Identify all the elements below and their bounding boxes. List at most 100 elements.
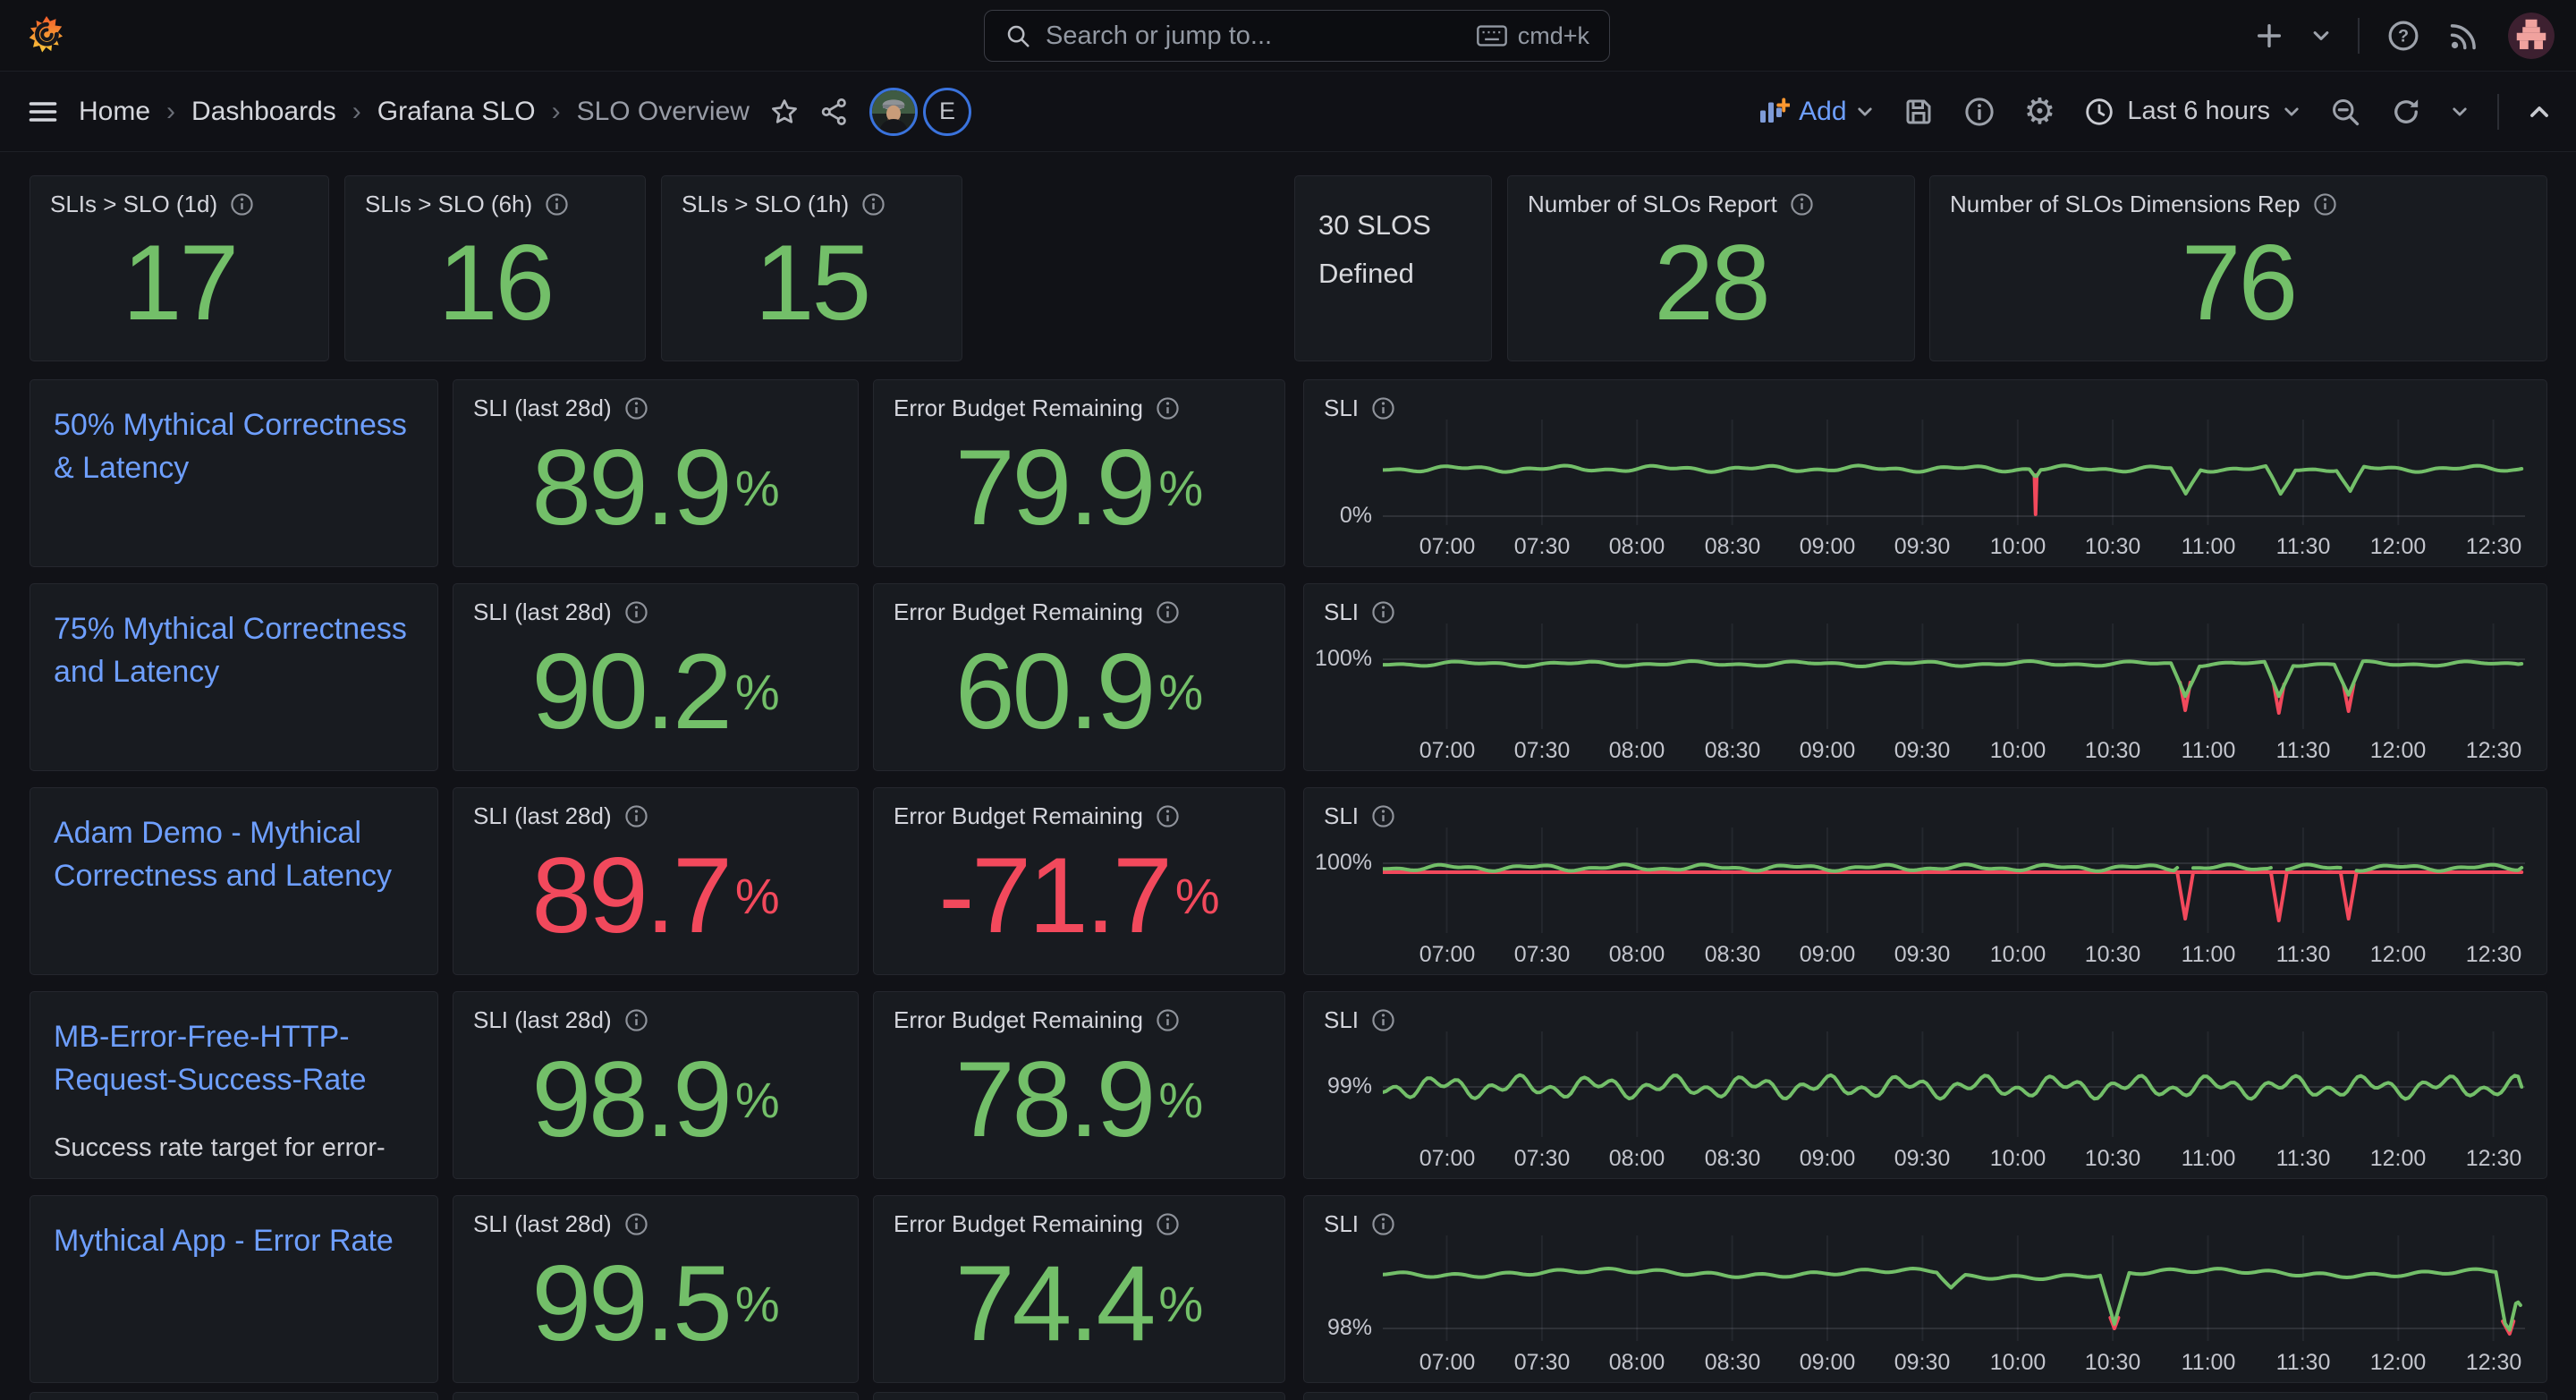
search-input[interactable]: Search or jump to... cmd+k bbox=[984, 10, 1610, 62]
user-avatar[interactable] bbox=[2508, 13, 2555, 59]
x-axis-tick-label: 09:00 bbox=[1799, 1146, 1856, 1171]
share-icon[interactable] bbox=[819, 97, 850, 127]
breadcrumb-home[interactable]: Home bbox=[79, 96, 151, 126]
stat-panel-slos-report: Number of SLOs Report 28 bbox=[1507, 175, 1915, 361]
slo-link[interactable]: Mythical App - Error Rate bbox=[54, 1224, 394, 1258]
x-axis-tick-label: 09:00 bbox=[1799, 942, 1856, 967]
avatar-initial: E bbox=[938, 98, 955, 124]
info-icon[interactable] bbox=[624, 804, 648, 828]
sli-stat-panel: SLI (last 28d) 90.2% bbox=[453, 583, 859, 771]
time-chevron-down-icon bbox=[2284, 107, 2299, 115]
stat-value: 28 bbox=[1654, 223, 1770, 343]
info-icon[interactable] bbox=[1156, 804, 1180, 828]
slo-link[interactable]: MB-Error-Free-HTTP-Request-Success-Rate bbox=[54, 1020, 367, 1098]
stat-value: -71.7% bbox=[938, 836, 1220, 955]
stat-value: 16 bbox=[437, 223, 555, 343]
panel-title: Error Budget Remaining bbox=[894, 1006, 1143, 1033]
info-icon[interactable] bbox=[624, 396, 648, 420]
new-chevron-down-icon[interactable] bbox=[2311, 26, 2331, 46]
breadcrumb-dashboards[interactable]: Dashboards bbox=[191, 96, 336, 126]
keyboard-icon bbox=[1476, 25, 1507, 47]
info-icon[interactable] bbox=[230, 192, 254, 216]
sli-time-series-chart: 99% 07:00 07:30 08:00 08:30 09:00 09:30 10:00 10… bbox=[1304, 992, 2546, 1178]
help-icon[interactable]: ? bbox=[2386, 19, 2420, 53]
sli-time-series-chart: 0% 07:00 07:30 08:00 08:30 09:00 09:30 10:00 10:… bbox=[1304, 380, 2546, 566]
dashboard-settings-icon[interactable]: ⚙ bbox=[2023, 91, 2056, 132]
info-icon[interactable] bbox=[624, 1212, 648, 1236]
add-panel-button[interactable]: Add bbox=[1758, 96, 1873, 128]
info-icon[interactable] bbox=[1371, 396, 1395, 420]
dashboard-info-icon[interactable] bbox=[1963, 96, 1996, 128]
x-axis-tick-label: 11:00 bbox=[2181, 942, 2236, 967]
stat-panel-slos-dimensions: Number of SLOs Dimensions Rep 76 bbox=[1929, 175, 2547, 361]
slo-link-panel: Mythical App - Error Rate bbox=[30, 1195, 438, 1383]
info-icon[interactable] bbox=[1156, 1008, 1180, 1032]
panel-title: SLI (last 28d) bbox=[473, 598, 612, 625]
favorite-star-icon[interactable] bbox=[769, 97, 800, 127]
x-axis-tick-label: 09:30 bbox=[1894, 534, 1951, 559]
panel-partial bbox=[1303, 1392, 2547, 1400]
news-icon[interactable] bbox=[2447, 19, 2481, 53]
x-axis-tick-label: 10:00 bbox=[1989, 942, 2046, 967]
collapse-toolbar-icon[interactable] bbox=[2528, 100, 2551, 123]
add-panel-icon bbox=[1760, 98, 1791, 123]
info-icon[interactable] bbox=[1156, 396, 1180, 420]
new-button[interactable] bbox=[2254, 21, 2284, 51]
stat-panel-slo-1d: SLIs > SLO (1d) 17 bbox=[30, 175, 329, 361]
x-axis-tick-label: 11:30 bbox=[2275, 1350, 2331, 1375]
refresh-interval-chevron-icon[interactable] bbox=[2451, 103, 2469, 121]
breadcrumb: Home › Dashboards › Grafana SLO › SLO Ov… bbox=[79, 97, 750, 127]
panel-partial bbox=[453, 1392, 859, 1400]
grafana-logo-icon[interactable] bbox=[27, 14, 66, 57]
collaborator-avatar[interactable] bbox=[869, 87, 918, 136]
info-icon[interactable] bbox=[624, 1008, 648, 1032]
x-axis-tick-label: 09:00 bbox=[1799, 1350, 1856, 1375]
breadcrumb-folder[interactable]: Grafana SLO bbox=[377, 96, 536, 126]
stat-value: 79.9% bbox=[954, 428, 1204, 547]
zoom-out-time-icon[interactable] bbox=[2329, 96, 2361, 128]
add-chevron-down-icon bbox=[1857, 107, 1872, 115]
info-icon[interactable] bbox=[1371, 600, 1395, 624]
panel-title: Number of SLOs Dimensions Rep bbox=[1950, 191, 2301, 217]
slo-link[interactable]: Adam Demo - Mythical Correctness and Lat… bbox=[54, 816, 392, 894]
info-icon[interactable] bbox=[1371, 1212, 1395, 1236]
time-range-picker[interactable]: Last 6 hours bbox=[2084, 97, 2301, 127]
info-icon[interactable] bbox=[1790, 192, 1814, 216]
collaborator-avatar-e[interactable]: E bbox=[922, 87, 971, 136]
info-icon[interactable] bbox=[1371, 804, 1395, 828]
slo-link[interactable]: 50% Mythical Correctness & Latency bbox=[54, 408, 407, 486]
x-axis-tick-label: 08:00 bbox=[1608, 1350, 1665, 1375]
info-icon[interactable] bbox=[624, 600, 648, 624]
x-axis-tick-label: 07:30 bbox=[1513, 1146, 1571, 1171]
refresh-icon[interactable] bbox=[2390, 96, 2422, 128]
x-axis-tick-label: 07:00 bbox=[1419, 738, 1476, 763]
info-icon[interactable] bbox=[861, 192, 886, 216]
stat-value: 90.2% bbox=[531, 632, 780, 751]
info-icon[interactable] bbox=[1156, 1212, 1180, 1236]
sli-chart-panel: SLI 100% 07:00 07:30 08:00 08:30 09:00 09:30 10… bbox=[1303, 787, 2547, 975]
info-icon[interactable] bbox=[2313, 192, 2337, 216]
slo-link[interactable]: 75% Mythical Correctness and Latency bbox=[54, 612, 407, 690]
x-axis-tick-label: 12:30 bbox=[2465, 738, 2522, 763]
stat-value: 89.7% bbox=[531, 836, 780, 955]
panel-title: Number of SLOs Report bbox=[1528, 191, 1777, 217]
panel-title: SLI (last 28d) bbox=[473, 1006, 612, 1033]
x-axis-tick-label: 12:30 bbox=[2465, 534, 2522, 559]
panel-title: SLI bbox=[1324, 395, 1360, 421]
menu-toggle-icon[interactable] bbox=[27, 96, 59, 128]
x-axis-tick-label: 07:30 bbox=[1513, 534, 1571, 559]
stat-panel-slo-1h: SLIs > SLO (1h) 15 bbox=[661, 175, 962, 361]
stat-value: 78.9% bbox=[954, 1039, 1204, 1159]
stat-value: 98.9% bbox=[531, 1039, 780, 1159]
info-icon[interactable] bbox=[1156, 600, 1180, 624]
x-axis-tick-label: 10:00 bbox=[1989, 738, 2046, 763]
dashboard-toolbar: Home › Dashboards › Grafana SLO › SLO Ov… bbox=[0, 72, 2576, 152]
breadcrumb-current-page: SLO Overview bbox=[576, 96, 750, 126]
slo-description: Success rate target for error-free HTTP … bbox=[54, 1133, 386, 1178]
x-axis-tick-label: 08:30 bbox=[1704, 942, 1761, 967]
x-axis-tick-label: 10:00 bbox=[1989, 534, 2046, 559]
info-icon[interactable] bbox=[1371, 1008, 1395, 1032]
breadcrumb-separator: › bbox=[551, 96, 561, 126]
info-icon[interactable] bbox=[545, 192, 569, 216]
save-dashboard-icon[interactable] bbox=[1902, 96, 1935, 128]
